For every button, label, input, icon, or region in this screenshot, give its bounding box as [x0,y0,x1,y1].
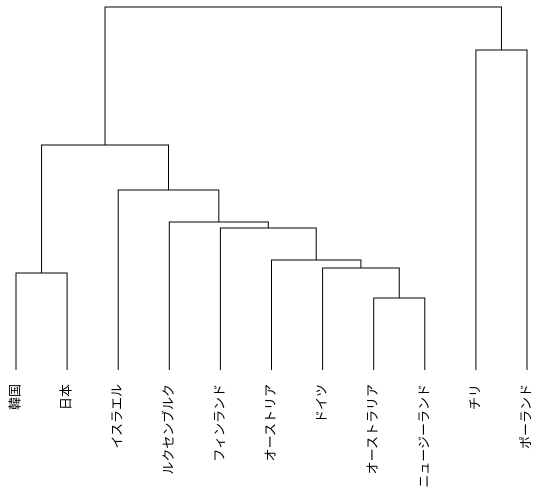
leaf-label: チリ [468,384,483,410]
leaf-label: ドイツ [315,384,330,423]
merge-bracket [322,267,400,370]
merge-bracket [104,6,502,145]
leaf-label: ルクセンブルク [161,384,177,475]
merge-bracket [373,297,426,370]
leaf-label: ポーランド [520,384,535,449]
merge-bracket [271,259,362,370]
leaf-label: オーストラリア [366,384,381,474]
leaf-label: フィンランド [213,384,228,462]
leaf-label: オーストリア [264,384,279,461]
merge-bracket [168,221,269,370]
merge-bracket [15,272,68,370]
merge-bracket [219,227,317,370]
leaf-label: 韓国 [9,384,24,410]
leaf-label: 日本 [60,384,75,410]
merge-bracket [41,144,170,273]
leaf-label: イスラエル [111,384,126,449]
merge-bracket [117,189,220,370]
merge-bracket [475,49,528,370]
leaf-label: ニュージーランド [417,384,432,488]
